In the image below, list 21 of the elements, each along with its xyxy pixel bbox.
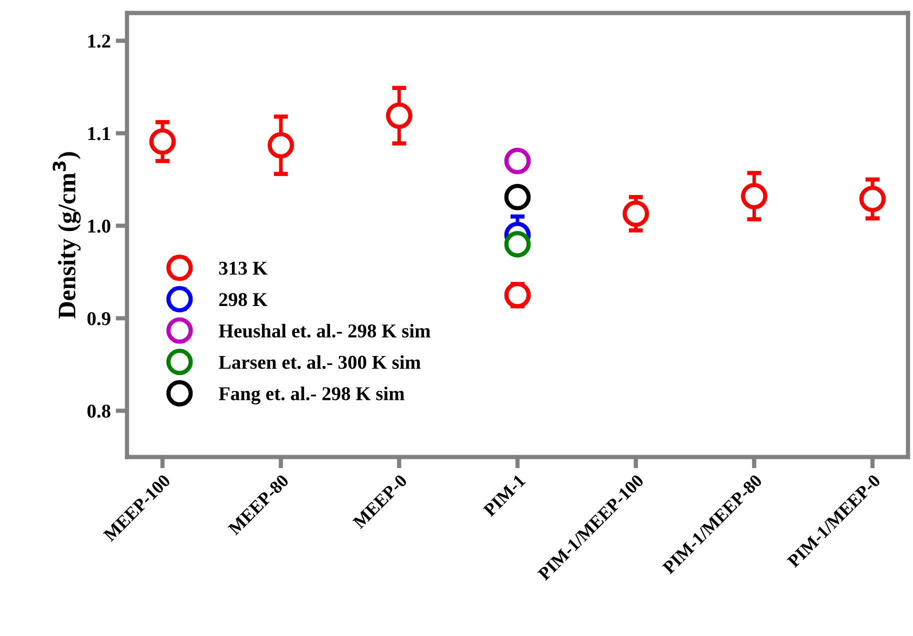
legend-label: Heushal et. al.- 298 K sim: [218, 324, 430, 338]
point: [504, 184, 531, 210]
y-tick-label: 1.2: [88, 34, 110, 48]
legend-label: Fang et. al.- 298 K sim: [218, 386, 404, 404]
legend-label: 298 K: [219, 293, 268, 306]
y-axis-title: Density (g/cm$^{3}$): [52, 152, 81, 319]
point: [504, 148, 531, 174]
point: [859, 186, 886, 212]
y-tick-label: 0.8: [87, 404, 110, 418]
point: [504, 231, 531, 258]
y-tick-label: 1.1: [88, 127, 110, 140]
y-tick-label: 0.9: [87, 312, 110, 326]
point: [149, 128, 176, 155]
legend-label: Larsen et. al.- 300 K sim: [218, 355, 421, 369]
point: [268, 132, 294, 158]
point: [740, 182, 768, 210]
point: [622, 200, 650, 227]
y-tick-label: 1.0: [88, 220, 110, 233]
legend-label: 313 K: [219, 262, 268, 275]
point: [386, 102, 412, 129]
point: [504, 282, 531, 308]
